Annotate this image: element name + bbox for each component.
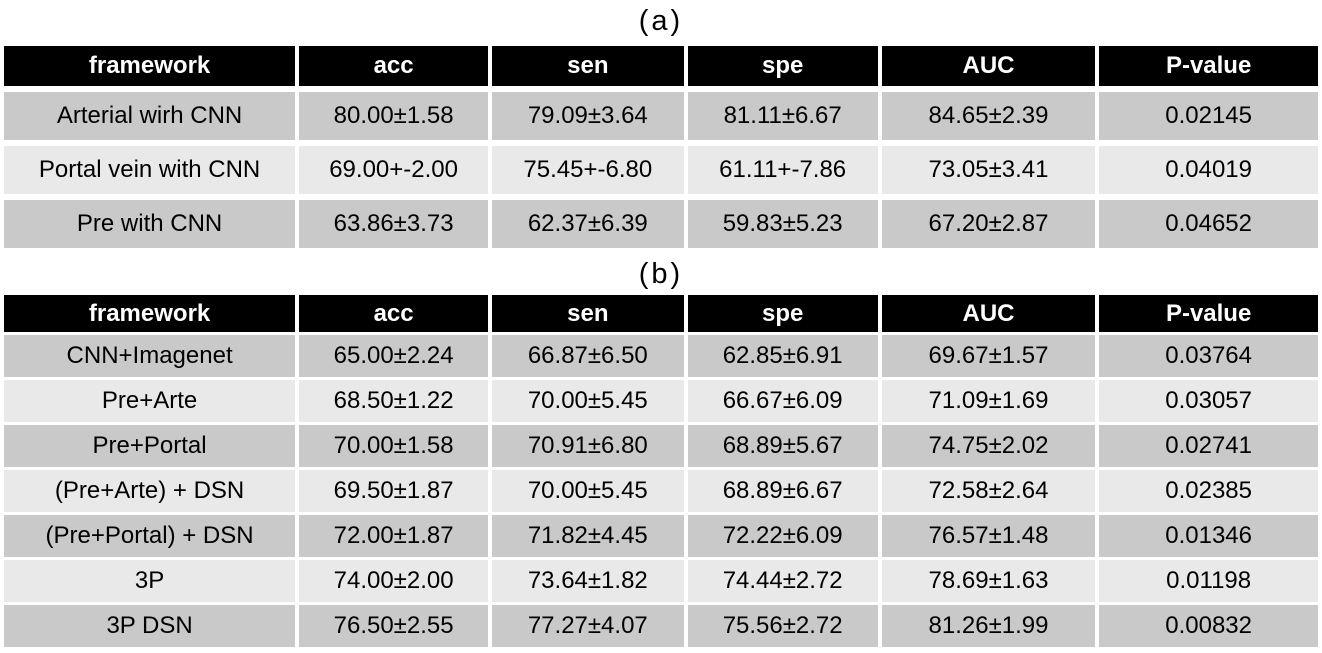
value-cell: 81.26±1.99 bbox=[881, 605, 1096, 647]
value-cell: 74.44±2.72 bbox=[687, 560, 878, 602]
header-row: framework acc sen spe AUC P-value bbox=[4, 295, 1318, 332]
value-cell: 0.01346 bbox=[1099, 515, 1318, 557]
table-row: (Pre+Arte) + DSN 69.50±1.87 70.00±5.45 68.8… bbox=[4, 470, 1318, 512]
table-row: CNN+Imagenet 65.00±2.24 66.87±6.50 62.85±6.… bbox=[4, 335, 1318, 377]
value-cell: 0.04652 bbox=[1099, 200, 1318, 248]
value-cell: 0.03057 bbox=[1099, 380, 1318, 422]
value-cell: 63.86±3.73 bbox=[299, 200, 489, 248]
value-cell: 70.91±6.80 bbox=[492, 425, 684, 467]
value-cell: 71.82±4.45 bbox=[492, 515, 684, 557]
column-header-acc: acc bbox=[299, 295, 489, 332]
value-cell: 76.57±1.48 bbox=[881, 515, 1096, 557]
value-cell: 73.05±3.41 bbox=[881, 146, 1096, 194]
table-a: framework acc sen spe AUC P-value Arterial wir… bbox=[0, 40, 1322, 254]
value-cell: 74.75±2.02 bbox=[881, 425, 1096, 467]
table-row: Pre with CNN 63.86±3.73 62.37±6.39 59.83±5.… bbox=[4, 200, 1318, 248]
table-b: framework acc sen spe AUC P-value CNN+Imagenet… bbox=[0, 292, 1322, 650]
table-row: (Pre+Portal) + DSN 72.00±1.87 71.82±4.45 72… bbox=[4, 515, 1318, 557]
framework-cell: CNN+Imagenet bbox=[4, 335, 296, 377]
value-cell: 77.27±4.07 bbox=[492, 605, 684, 647]
value-cell: 79.09±3.64 bbox=[492, 92, 684, 140]
column-header-p-value: P-value bbox=[1099, 46, 1318, 86]
value-cell: 66.67±6.09 bbox=[687, 380, 878, 422]
header-row: framework acc sen spe AUC P-value bbox=[4, 46, 1318, 86]
value-cell: 69.00+-2.00 bbox=[299, 146, 489, 194]
value-cell: 0.01198 bbox=[1099, 560, 1318, 602]
value-cell: 0.00832 bbox=[1099, 605, 1318, 647]
table-row: 3P 74.00±2.00 73.64±1.82 74.44±2.72 78.69±1.… bbox=[4, 560, 1318, 602]
framework-cell: Portal vein with CNN bbox=[4, 146, 296, 194]
table-row: Pre+Portal 70.00±1.58 70.91±6.80 68.89±5.67… bbox=[4, 425, 1318, 467]
value-cell: 70.00±5.45 bbox=[492, 380, 684, 422]
value-cell: 62.85±6.91 bbox=[687, 335, 878, 377]
table-row: Pre+Arte 68.50±1.22 70.00±5.45 66.67±6.09 71… bbox=[4, 380, 1318, 422]
value-cell: 0.02385 bbox=[1099, 470, 1318, 512]
column-header-p-value: P-value bbox=[1099, 295, 1318, 332]
value-cell: 71.09±1.69 bbox=[881, 380, 1096, 422]
column-header-spe: spe bbox=[687, 46, 878, 86]
value-cell: 0.03764 bbox=[1099, 335, 1318, 377]
framework-cell: (Pre+Arte) + DSN bbox=[4, 470, 296, 512]
column-header-framework: framework bbox=[4, 46, 296, 86]
value-cell: 75.45+-6.80 bbox=[492, 146, 684, 194]
value-cell: 68.50±1.22 bbox=[299, 380, 489, 422]
value-cell: 0.02145 bbox=[1099, 92, 1318, 140]
value-cell: 61.11+-7.86 bbox=[687, 146, 878, 194]
value-cell: 72.00±1.87 bbox=[299, 515, 489, 557]
value-cell: 76.50±2.55 bbox=[299, 605, 489, 647]
value-cell: 69.67±1.57 bbox=[881, 335, 1096, 377]
framework-cell: Arterial wirh CNN bbox=[4, 92, 296, 140]
table-row: Arterial wirh CNN 80.00±1.58 79.09±3.64 81.… bbox=[4, 92, 1318, 140]
value-cell: 0.02741 bbox=[1099, 425, 1318, 467]
column-header-auc: AUC bbox=[881, 295, 1096, 332]
value-cell: 70.00±5.45 bbox=[492, 470, 684, 512]
value-cell: 70.00±1.58 bbox=[299, 425, 489, 467]
value-cell: 72.58±2.64 bbox=[881, 470, 1096, 512]
value-cell: 65.00±2.24 bbox=[299, 335, 489, 377]
framework-cell: Pre+Portal bbox=[4, 425, 296, 467]
value-cell: 75.56±2.72 bbox=[687, 605, 878, 647]
value-cell: 66.87±6.50 bbox=[492, 335, 684, 377]
table-b-label: (b) bbox=[638, 258, 684, 290]
value-cell: 73.64±1.82 bbox=[492, 560, 684, 602]
column-header-auc: AUC bbox=[881, 46, 1096, 86]
table-row: 3P DSN 76.50±2.55 77.27±4.07 75.56±2.72 81.2… bbox=[4, 605, 1318, 647]
value-cell: 84.65±2.39 bbox=[881, 92, 1096, 140]
table-a-label: (a) bbox=[638, 5, 684, 37]
value-cell: 80.00±1.58 bbox=[299, 92, 489, 140]
value-cell: 62.37±6.39 bbox=[492, 200, 684, 248]
value-cell: 81.11±6.67 bbox=[687, 92, 878, 140]
column-header-framework: framework bbox=[4, 295, 296, 332]
value-cell: 67.20±2.87 bbox=[881, 200, 1096, 248]
framework-cell: 3P DSN bbox=[4, 605, 296, 647]
value-cell: 74.00±2.00 bbox=[299, 560, 489, 602]
value-cell: 68.89±5.67 bbox=[687, 425, 878, 467]
column-header-acc: acc bbox=[299, 46, 489, 86]
table-row: Portal vein with CNN 69.00+-2.00 75.45+-6.… bbox=[4, 146, 1318, 194]
value-cell: 78.69±1.63 bbox=[881, 560, 1096, 602]
value-cell: 68.89±6.67 bbox=[687, 470, 878, 512]
framework-cell: (Pre+Portal) + DSN bbox=[4, 515, 296, 557]
framework-cell: Pre+Arte bbox=[4, 380, 296, 422]
column-header-sen: sen bbox=[492, 295, 684, 332]
value-cell: 69.50±1.87 bbox=[299, 470, 489, 512]
column-header-sen: sen bbox=[492, 46, 684, 86]
value-cell: 59.83±5.23 bbox=[687, 200, 878, 248]
value-cell: 0.04019 bbox=[1099, 146, 1318, 194]
column-header-spe: spe bbox=[687, 295, 878, 332]
framework-cell: Pre with CNN bbox=[4, 200, 296, 248]
value-cell: 72.22±6.09 bbox=[687, 515, 878, 557]
framework-cell: 3P bbox=[4, 560, 296, 602]
